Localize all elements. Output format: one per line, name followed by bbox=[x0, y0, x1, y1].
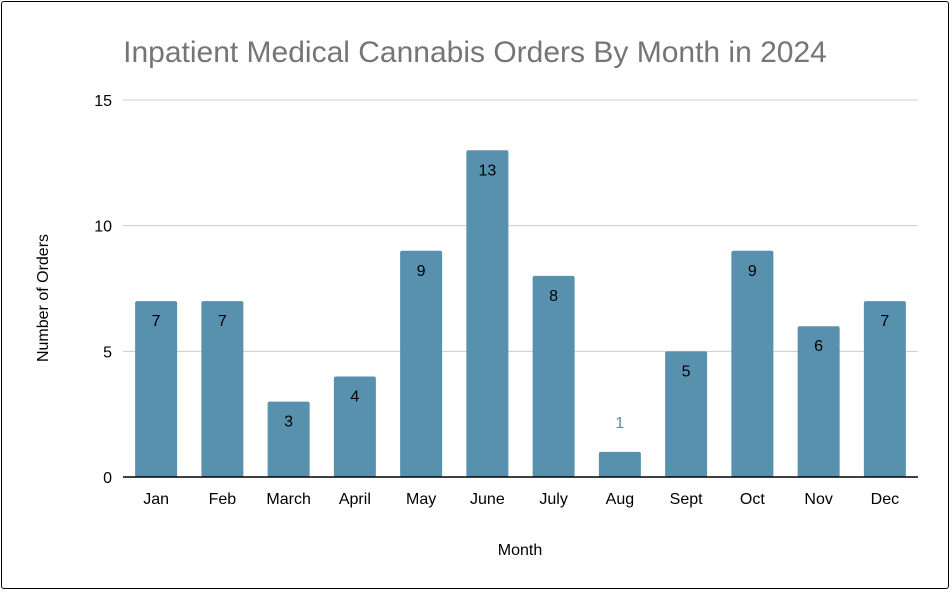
bar bbox=[333, 376, 376, 477]
data-label: 3 bbox=[284, 414, 293, 431]
bar bbox=[466, 150, 509, 477]
y-tick-label: 0 bbox=[103, 470, 112, 487]
x-tick-label: Oct bbox=[740, 491, 765, 508]
bar bbox=[863, 301, 906, 477]
data-label: 7 bbox=[880, 313, 889, 330]
x-tick-label: Sept bbox=[670, 491, 703, 508]
y-tick-label: 5 bbox=[103, 344, 112, 361]
x-tick-label: May bbox=[406, 491, 436, 508]
data-label: 6 bbox=[814, 338, 823, 355]
chart-title: Inpatient Medical Cannabis Orders By Mon… bbox=[123, 36, 827, 69]
x-tick-label: June bbox=[470, 491, 505, 508]
bar bbox=[135, 301, 178, 477]
data-label: 7 bbox=[218, 313, 227, 330]
bar bbox=[731, 250, 774, 477]
y-tick-label: 15 bbox=[94, 93, 112, 110]
x-tick-label: Aug bbox=[606, 491, 634, 508]
x-tick-label: Dec bbox=[871, 491, 899, 508]
bar bbox=[598, 451, 641, 477]
x-tick-label: Feb bbox=[209, 491, 237, 508]
x-axis-label: Month bbox=[498, 542, 542, 559]
x-tick-label: Jan bbox=[143, 491, 169, 508]
x-tick-label: March bbox=[266, 491, 310, 508]
x-tick-label: Nov bbox=[804, 491, 832, 508]
data-label: 13 bbox=[478, 162, 496, 179]
data-label: 4 bbox=[350, 388, 359, 405]
bar bbox=[267, 401, 310, 477]
bar bbox=[400, 250, 443, 477]
x-tick-label: April bbox=[339, 491, 371, 508]
bar bbox=[532, 275, 575, 477]
bar bbox=[797, 326, 840, 477]
y-axis-label: Number of Orders bbox=[35, 234, 52, 362]
y-tick-label: 10 bbox=[94, 219, 112, 236]
data-label: 9 bbox=[417, 263, 426, 280]
bar bbox=[665, 351, 708, 477]
data-label: 1 bbox=[615, 415, 624, 432]
data-label: 9 bbox=[748, 263, 757, 280]
data-label: 8 bbox=[549, 288, 558, 305]
x-tick-label: July bbox=[539, 491, 567, 508]
bar bbox=[201, 301, 244, 477]
data-label: 7 bbox=[152, 313, 161, 330]
data-label: 5 bbox=[682, 363, 691, 380]
